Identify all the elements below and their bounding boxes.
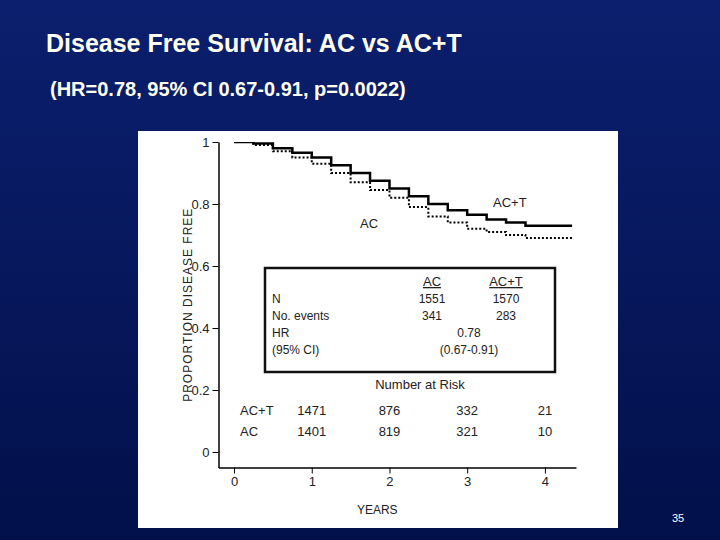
table-header: AC bbox=[423, 274, 441, 289]
chart-panel bbox=[138, 131, 618, 528]
y-tick-mark bbox=[213, 452, 219, 453]
at-risk-count: 1401 bbox=[297, 424, 326, 439]
x-axis-title: YEARS bbox=[357, 503, 398, 517]
table-cell: 283 bbox=[496, 309, 516, 323]
at-risk-count: 321 bbox=[456, 424, 478, 439]
y-tick-mark bbox=[213, 328, 219, 329]
x-tick-label: 2 bbox=[386, 474, 393, 489]
x-tick: 3 bbox=[464, 468, 471, 489]
table-box bbox=[265, 268, 555, 372]
table-header: AC+T bbox=[489, 274, 523, 289]
series-label: AC+T bbox=[493, 195, 527, 210]
y-tick: 0.8 bbox=[191, 197, 218, 212]
at-risk-row-label: AC+T bbox=[240, 403, 274, 418]
at-risk-title: Number at Risk bbox=[375, 377, 465, 392]
x-tick: 4 bbox=[542, 468, 549, 489]
x-tick-label: 4 bbox=[542, 474, 549, 489]
y-axis-line bbox=[218, 143, 220, 469]
y-tick-mark bbox=[213, 390, 219, 391]
y-tick-mark bbox=[213, 266, 219, 267]
plot-area bbox=[234, 142, 572, 238]
table-row-label: (95% CI) bbox=[272, 343, 319, 357]
x-tick-mark bbox=[234, 468, 235, 474]
y-tick-label: 0 bbox=[202, 445, 209, 460]
x-tick-label: 0 bbox=[231, 474, 238, 489]
at-risk-count: 819 bbox=[379, 424, 401, 439]
x-tick: 2 bbox=[386, 468, 393, 489]
y-tick: 0.2 bbox=[191, 383, 218, 398]
y-axis: 0 0.2 0.4 0.6 0.8 1 bbox=[191, 135, 219, 468]
table-cell: 1570 bbox=[493, 292, 520, 306]
survival-curve bbox=[234, 142, 572, 238]
table-cell: (0.67-0.91) bbox=[440, 343, 499, 357]
y-tick: 0.4 bbox=[191, 321, 218, 336]
x-tick-label: 3 bbox=[464, 474, 471, 489]
subtitle: (HR=0.78, 95% CI 0.67-0.91, p=0.0022) bbox=[50, 78, 406, 100]
x-tick-label: 1 bbox=[309, 474, 316, 489]
table-row-label: No. events bbox=[272, 309, 329, 323]
table-cell: 341 bbox=[422, 309, 442, 323]
at-risk-row-label: AC bbox=[240, 424, 258, 439]
series-label: AC bbox=[360, 216, 378, 231]
x-tick-mark bbox=[389, 468, 390, 474]
y-tick: 1 bbox=[202, 135, 218, 150]
table-row-label: N bbox=[272, 292, 281, 306]
title: Disease Free Survival: AC vs AC+T bbox=[46, 29, 462, 57]
x-tick-mark bbox=[312, 468, 313, 474]
at-risk-count: 21 bbox=[538, 403, 552, 418]
y-axis-title: PROPORTION DISEASE FREE bbox=[181, 208, 195, 402]
page-number: 35 bbox=[672, 512, 684, 524]
table-row-label: HR bbox=[272, 326, 290, 340]
at-risk-count: 876 bbox=[379, 403, 401, 418]
x-axis: 0 1 2 3 4 bbox=[219, 468, 577, 489]
at-risk-count: 332 bbox=[456, 403, 478, 418]
table-cell: 0.78 bbox=[457, 326, 481, 340]
slide: Disease Free Survival: AC vs AC+T (HR=0.7… bbox=[0, 0, 720, 540]
x-tick: 0 bbox=[231, 468, 238, 489]
y-tick: 0.6 bbox=[191, 259, 218, 274]
x-tick-mark bbox=[467, 468, 468, 474]
y-tick-mark bbox=[213, 204, 219, 205]
at-risk-count: 10 bbox=[538, 424, 552, 439]
table-cell: 1551 bbox=[419, 292, 446, 306]
y-tick-mark bbox=[213, 142, 219, 143]
x-tick: 1 bbox=[309, 468, 316, 489]
survival-curve bbox=[234, 142, 572, 226]
y-tick: 0 bbox=[202, 445, 218, 460]
at-risk-count: 1471 bbox=[297, 403, 326, 418]
x-axis-line bbox=[219, 467, 577, 469]
background bbox=[0, 0, 720, 540]
x-tick-mark bbox=[545, 468, 546, 474]
y-tick-label: 1 bbox=[202, 135, 209, 150]
